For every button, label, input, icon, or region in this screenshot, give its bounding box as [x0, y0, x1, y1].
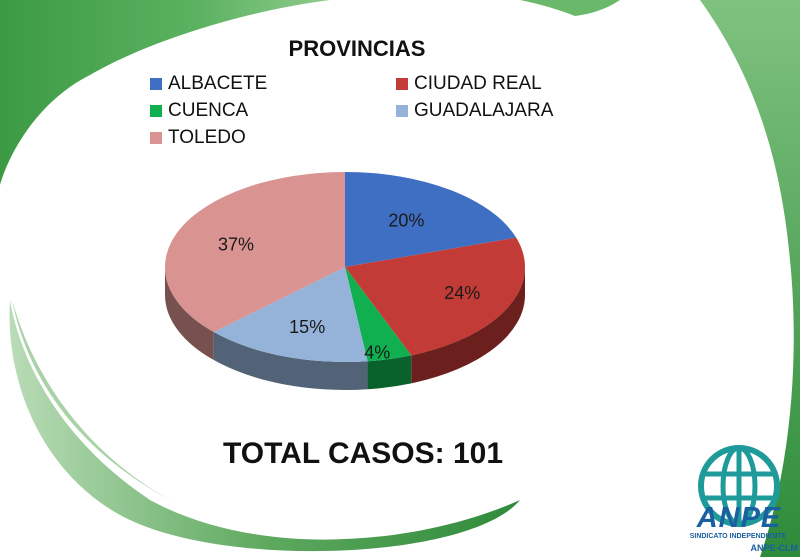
legend-swatch [150, 78, 162, 90]
legend-swatch [150, 132, 162, 144]
logo-name: ANPE [696, 502, 782, 534]
swoosh-right [700, 0, 800, 557]
logo-region: ANPE-CLM [750, 543, 799, 553]
swoosh-bottom [9, 300, 520, 552]
pie-side-cuenca [367, 355, 412, 390]
legend-label: CUENCA [168, 100, 249, 121]
legend-label: ALBACETE [168, 73, 268, 94]
data-label-guadalajara: 15% [289, 317, 325, 337]
swoosh-top-right [520, 0, 620, 16]
pie-slice-albacete [345, 172, 517, 267]
chart-title: PROVINCIAS [288, 36, 426, 61]
legend-swatch [396, 105, 408, 117]
legend-label: GUADALAJARA [414, 100, 554, 121]
legend-item-toledo: TOLEDO [150, 127, 246, 149]
legend-item-ciudad-real: CIUDAD REAL [396, 73, 542, 95]
globe-icon [698, 445, 780, 527]
swoosh-top [0, 0, 330, 185]
data-label-albacete: 20% [388, 210, 424, 230]
pie-side-ciudad-real [411, 267, 525, 384]
data-label-toledo: 37% [218, 235, 254, 255]
data-label-cuenca: 4% [364, 343, 390, 363]
pie-slice-guadalajara [213, 267, 368, 362]
legend-label: CIUDAD REAL [414, 73, 542, 94]
legend-swatch [150, 105, 162, 117]
total-cases: TOTAL CASOS: 101 [222, 437, 504, 470]
legend-label: TOLEDO [168, 127, 246, 148]
pie-slice-cuenca [345, 267, 412, 362]
pie-slice-toledo [164, 172, 345, 333]
pie-side-toledo [165, 267, 214, 361]
pie-slice-ciudad-real [345, 237, 526, 356]
data-label-ciudad-real: 24% [444, 283, 480, 303]
legend-swatch [396, 78, 408, 90]
pie-side-guadalajara [213, 332, 368, 390]
legend-item-cuenca: CUENCA [150, 100, 248, 122]
legend-item-albacete: ALBACETE [150, 73, 267, 95]
logo-subtitle: SINDICATO INDEPENDIENTE [689, 533, 787, 540]
legend-item-guadalajara: GUADALAJARA [396, 100, 553, 122]
